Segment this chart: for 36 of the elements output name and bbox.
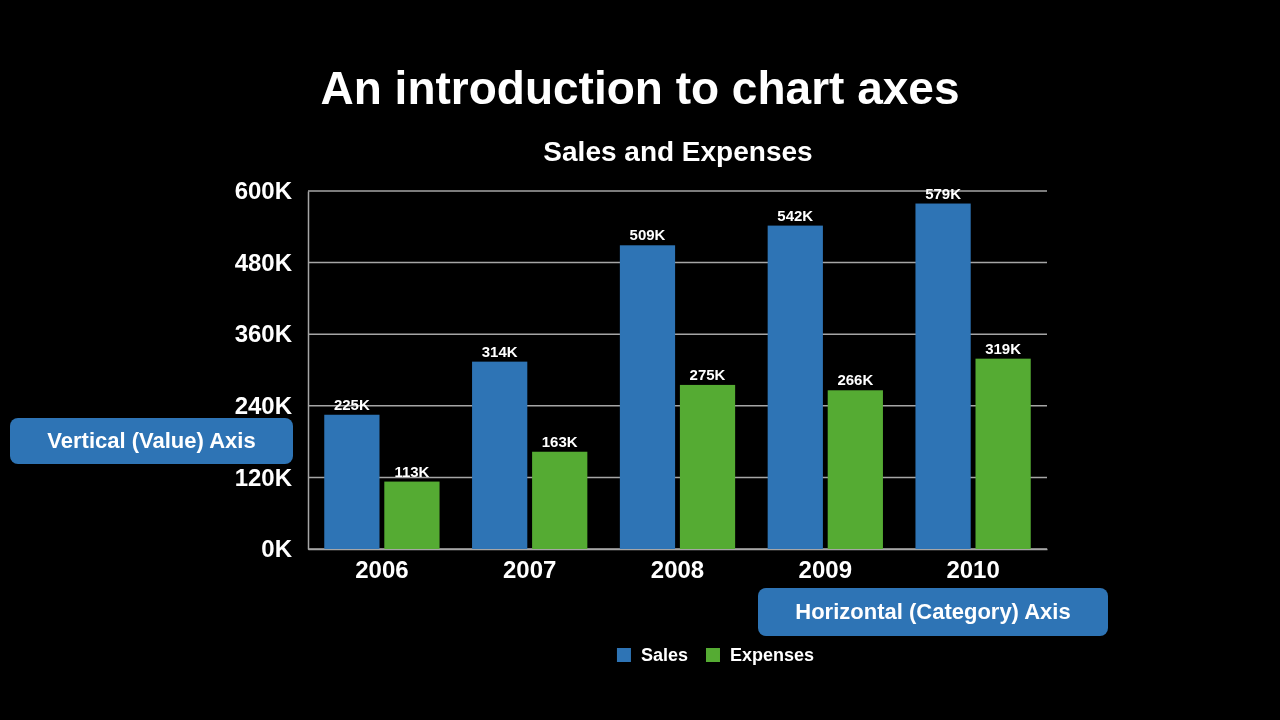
bar: [532, 451, 588, 549]
data-label: 314K: [481, 342, 518, 360]
text: Vertical (Value) Axis: [10, 418, 293, 464]
bar: [324, 414, 380, 549]
chart-subtitle: Sales and Expenses: [543, 136, 813, 167]
legend-label: Sales: [640, 645, 688, 665]
bar: [975, 358, 1031, 549]
y-tick-label: 360K: [234, 320, 293, 348]
bar: [827, 390, 883, 549]
y-tick-label: 120K: [234, 463, 293, 491]
data-label: 113K: [394, 462, 430, 480]
y-tick-label: 480K: [234, 248, 293, 276]
data-label: 579K: [925, 184, 962, 202]
data-label: 266K: [837, 371, 874, 389]
x-tick-label: 2007: [503, 556, 557, 584]
legend-label: Expenses: [729, 645, 815, 665]
x-tick-label: 2008: [650, 556, 705, 584]
text: Horizontal (Category) Axis: [758, 588, 1108, 636]
x-tick-label: 2009: [798, 556, 852, 584]
x-tick-label: 2010: [946, 556, 1000, 584]
chart-title: An introduction to chart axes: [320, 62, 960, 114]
data-label: 319K: [985, 339, 1022, 357]
bar: [915, 203, 971, 549]
y-tick-label: 600K: [234, 177, 293, 205]
data-label: 163K: [541, 432, 578, 450]
bar: [679, 384, 736, 549]
x-tick-label: 2006: [355, 556, 409, 584]
bar: [472, 361, 528, 549]
data-label: 542K: [777, 206, 814, 224]
data-label: 275K: [689, 365, 726, 383]
bar: [619, 245, 676, 549]
bar: [767, 225, 823, 549]
y-tick-label: 0K: [261, 535, 293, 563]
data-label: 509K: [629, 226, 666, 244]
y-tick-label: 240K: [234, 391, 293, 419]
bar: [384, 481, 440, 549]
